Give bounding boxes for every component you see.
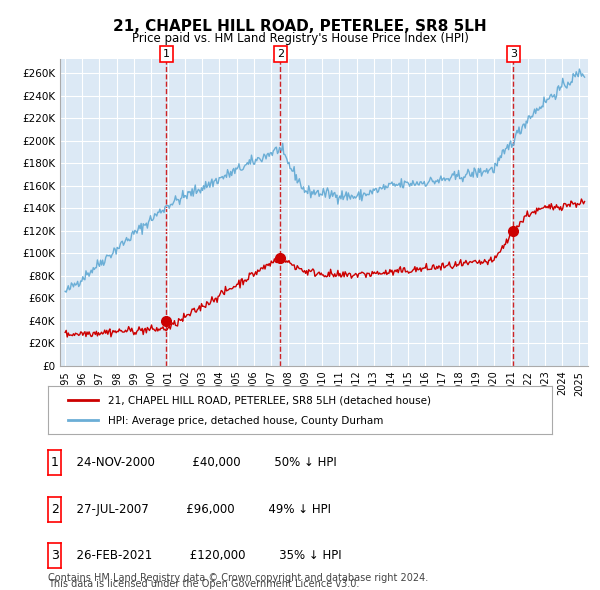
Text: 2: 2 xyxy=(50,503,59,516)
Text: This data is licensed under the Open Government Licence v3.0.: This data is licensed under the Open Gov… xyxy=(48,579,359,589)
Text: 3: 3 xyxy=(50,549,59,562)
Text: 3: 3 xyxy=(510,49,517,59)
Text: 21, CHAPEL HILL ROAD, PETERLEE, SR8 5LH (detached house): 21, CHAPEL HILL ROAD, PETERLEE, SR8 5LH … xyxy=(109,396,431,405)
Text: HPI: Average price, detached house, County Durham: HPI: Average price, detached house, Coun… xyxy=(109,417,384,427)
Text: 27-JUL-2007          £96,000         49% ↓ HPI: 27-JUL-2007 £96,000 49% ↓ HPI xyxy=(69,503,331,516)
Text: 2: 2 xyxy=(277,49,284,59)
Text: 26-FEB-2021          £120,000         35% ↓ HPI: 26-FEB-2021 £120,000 35% ↓ HPI xyxy=(69,549,341,562)
Text: 21, CHAPEL HILL ROAD, PETERLEE, SR8 5LH: 21, CHAPEL HILL ROAD, PETERLEE, SR8 5LH xyxy=(113,19,487,34)
Text: 1: 1 xyxy=(50,456,59,469)
Text: 1: 1 xyxy=(163,49,170,59)
Text: 24-NOV-2000          £40,000         50% ↓ HPI: 24-NOV-2000 £40,000 50% ↓ HPI xyxy=(69,456,337,469)
Text: Contains HM Land Registry data © Crown copyright and database right 2024.: Contains HM Land Registry data © Crown c… xyxy=(48,573,428,583)
Text: Price paid vs. HM Land Registry's House Price Index (HPI): Price paid vs. HM Land Registry's House … xyxy=(131,32,469,45)
